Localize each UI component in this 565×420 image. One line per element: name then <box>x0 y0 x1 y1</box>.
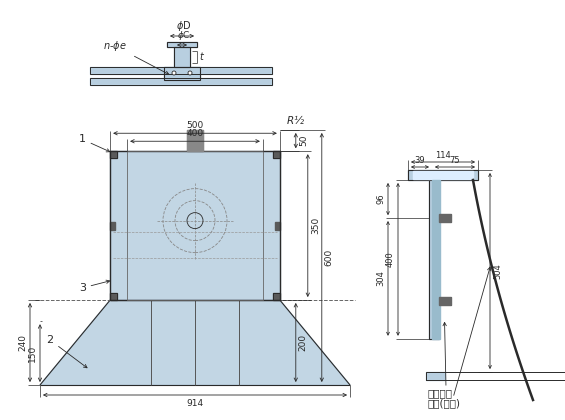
Text: $\phi$C: $\phi$C <box>177 29 191 42</box>
Polygon shape <box>440 214 451 222</box>
Text: t: t <box>199 52 203 62</box>
Text: 1: 1 <box>79 134 110 152</box>
Polygon shape <box>427 372 445 380</box>
Bar <box>427 372 565 380</box>
Bar <box>429 180 440 339</box>
Polygon shape <box>440 297 451 304</box>
Text: 350: 350 <box>311 217 320 234</box>
Text: 600: 600 <box>325 249 334 266</box>
Polygon shape <box>429 180 440 339</box>
Text: 500: 500 <box>186 121 203 130</box>
Polygon shape <box>110 293 117 300</box>
Text: $R$½: $R$½ <box>286 113 305 126</box>
Text: $\phi$D: $\phi$D <box>176 19 192 33</box>
Polygon shape <box>174 47 190 67</box>
Text: 罐壁(内面): 罐壁(内面) <box>428 398 461 408</box>
Text: 3: 3 <box>79 280 110 293</box>
Text: 304: 304 <box>376 270 385 286</box>
Text: 150: 150 <box>28 344 37 362</box>
Bar <box>167 42 197 47</box>
Polygon shape <box>186 130 203 151</box>
Text: $n$-$\phi$$e$: $n$-$\phi$$e$ <box>103 39 127 53</box>
Bar <box>186 130 203 151</box>
Polygon shape <box>408 170 478 180</box>
Bar <box>110 151 280 300</box>
Bar <box>110 293 117 300</box>
Text: 顶部角钢: 顶部角钢 <box>428 388 453 398</box>
Bar <box>127 151 263 300</box>
Bar <box>440 214 451 222</box>
Text: 914: 914 <box>186 399 203 408</box>
Text: 75: 75 <box>450 156 460 165</box>
Polygon shape <box>40 300 350 385</box>
Polygon shape <box>275 222 280 230</box>
Polygon shape <box>432 180 440 339</box>
Text: 400: 400 <box>186 129 203 138</box>
Text: 50: 50 <box>299 135 308 147</box>
Bar <box>110 151 117 158</box>
Polygon shape <box>413 171 473 179</box>
Polygon shape <box>90 78 272 85</box>
Polygon shape <box>167 42 197 47</box>
Polygon shape <box>90 67 272 74</box>
Bar <box>273 151 280 158</box>
Text: 504: 504 <box>493 263 502 279</box>
Text: 400: 400 <box>386 252 395 267</box>
Text: 114: 114 <box>435 151 451 160</box>
Bar <box>273 293 280 300</box>
Text: 200: 200 <box>299 334 308 351</box>
Bar <box>408 170 478 180</box>
Bar <box>90 67 272 74</box>
Polygon shape <box>273 151 280 158</box>
Polygon shape <box>110 151 280 300</box>
Text: 96: 96 <box>376 194 385 205</box>
Circle shape <box>188 71 192 75</box>
Text: 240: 240 <box>18 334 27 351</box>
Polygon shape <box>110 151 117 158</box>
Text: 2: 2 <box>46 335 87 368</box>
Text: 39: 39 <box>415 156 425 165</box>
Circle shape <box>172 71 176 75</box>
Polygon shape <box>273 293 280 300</box>
Polygon shape <box>164 67 200 80</box>
Polygon shape <box>110 222 115 230</box>
Bar <box>174 47 190 67</box>
Bar <box>90 78 272 85</box>
Bar <box>440 297 451 304</box>
Bar <box>164 67 200 80</box>
